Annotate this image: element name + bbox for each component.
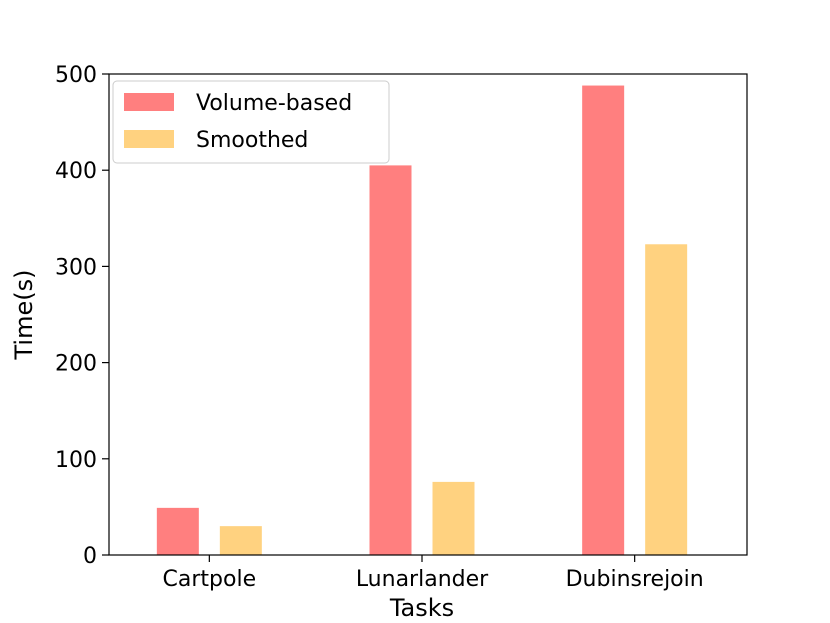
legend-label-volume-based: Volume-based xyxy=(196,91,352,116)
x-tick-label-dubinsrejoin: Dubinsrejoin xyxy=(566,567,704,592)
bar-volume-based-cartpole xyxy=(156,507,199,555)
plot-frame xyxy=(108,73,748,556)
y-tick-label: 100 xyxy=(55,448,97,473)
x-tick-label-cartpole: Cartpole xyxy=(163,567,257,592)
y-tick-label: 0 xyxy=(83,544,97,569)
y-axis: 0 100 200 300 400 500 xyxy=(55,63,109,569)
y-tick-label: 200 xyxy=(55,352,97,377)
x-axis: Cartpole Lunarlander Dubinsrejoin xyxy=(163,555,704,592)
legend: Volume-based Smoothed xyxy=(112,80,390,164)
legend-box xyxy=(112,80,390,164)
y-tick-label: 400 xyxy=(55,159,97,184)
y-tick-label: 500 xyxy=(55,63,97,88)
y-tick-label: 300 xyxy=(55,255,97,280)
bar-volume-based-lunarlander xyxy=(369,165,412,555)
legend-swatch-volume-based xyxy=(124,93,174,111)
bars-layer xyxy=(156,85,688,556)
bar-smoothed-lunarlander xyxy=(432,481,475,555)
x-axis-label: Tasks xyxy=(389,594,454,622)
legend-label-smoothed: Smoothed xyxy=(196,128,308,153)
legend-swatch-smoothed xyxy=(124,130,174,148)
y-axis-label: Time(s) xyxy=(10,270,38,361)
x-tick-label-lunarlander: Lunarlander xyxy=(356,567,489,592)
bar-smoothed-dubinsrejoin xyxy=(645,244,688,556)
bar-volume-based-dubinsrejoin xyxy=(582,85,625,555)
bar-smoothed-cartpole xyxy=(219,526,262,555)
